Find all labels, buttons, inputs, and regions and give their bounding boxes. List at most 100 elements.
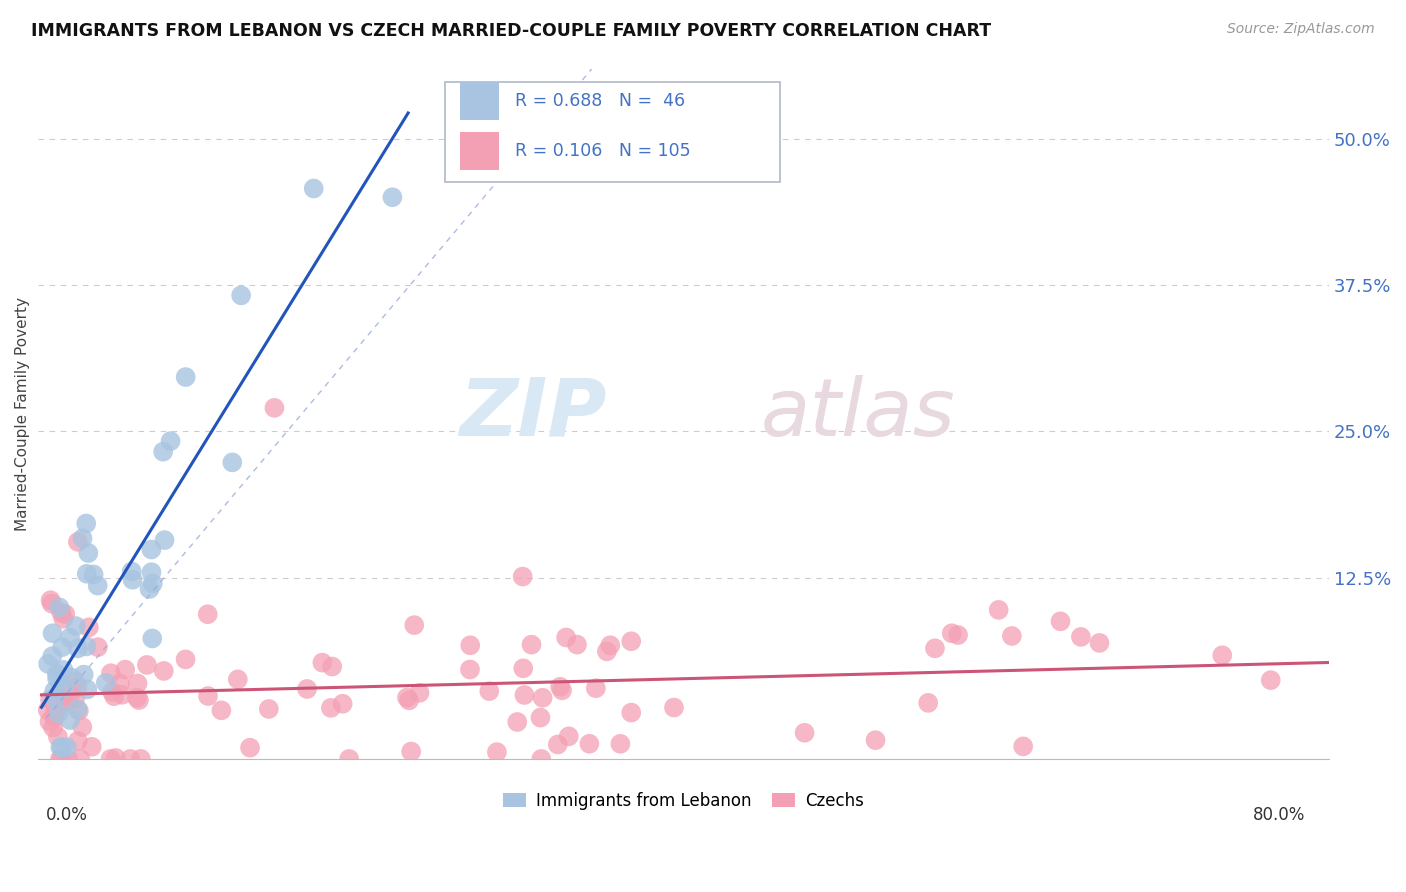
Point: [65, 619, 87, 633]
Point: [60, 671, 83, 685]
Point: [38, 714, 60, 729]
Point: [83, 567, 105, 582]
Point: [221, 455, 243, 469]
Point: [548, 680, 571, 694]
Point: [609, 737, 631, 751]
Point: [793, 725, 815, 739]
Point: [51, 740, 73, 755]
Point: [141, 542, 163, 557]
Point: [66, 702, 89, 716]
Point: [152, 664, 174, 678]
Point: [103, 690, 125, 704]
Point: [599, 638, 621, 652]
Point: [51, 752, 73, 766]
Point: [51, 606, 73, 620]
Point: [127, 676, 149, 690]
Point: [73, 667, 96, 681]
Text: 0.0%: 0.0%: [46, 805, 89, 823]
Point: [239, 740, 262, 755]
Point: [53, 681, 76, 696]
Point: [513, 688, 536, 702]
Point: [52, 663, 75, 677]
Point: [142, 576, 165, 591]
Point: [128, 693, 150, 707]
Point: [44, 698, 66, 713]
Point: [138, 582, 160, 596]
Point: [49, 691, 72, 706]
Point: [94, 676, 117, 690]
Point: [141, 632, 163, 646]
Point: [39, 692, 62, 706]
Point: [80, 739, 103, 754]
Point: [120, 752, 142, 766]
Point: [37, 703, 59, 717]
Point: [485, 745, 508, 759]
FancyBboxPatch shape: [444, 82, 780, 183]
Point: [311, 656, 333, 670]
Point: [865, 733, 887, 747]
Point: [332, 697, 354, 711]
Point: [46, 730, 69, 744]
Point: [121, 565, 143, 579]
Point: [941, 626, 963, 640]
Point: [152, 444, 174, 458]
Legend: Immigrants from Lebanon, Czechs: Immigrants from Lebanon, Czechs: [496, 785, 870, 816]
Point: [72, 532, 94, 546]
Point: [52, 612, 75, 626]
Point: [86, 578, 108, 592]
Point: [51, 640, 73, 655]
Point: [46, 672, 69, 686]
Point: [946, 628, 969, 642]
Text: Source: ZipAtlas.com: Source: ZipAtlas.com: [1227, 22, 1375, 37]
Point: [1001, 629, 1024, 643]
Point: [49, 740, 72, 755]
Point: [37, 657, 59, 671]
Point: [66, 734, 89, 748]
Point: [229, 288, 252, 302]
Point: [100, 666, 122, 681]
Point: [63, 674, 86, 689]
Point: [1260, 673, 1282, 687]
Point: [77, 546, 100, 560]
Point: [66, 641, 89, 656]
Point: [596, 644, 619, 658]
Point: [197, 607, 219, 622]
Point: [530, 752, 553, 766]
Point: [51, 697, 73, 711]
Point: [917, 696, 939, 710]
Point: [395, 690, 418, 705]
Text: 80.0%: 80.0%: [1253, 805, 1305, 823]
Point: [56, 740, 79, 755]
Point: [398, 693, 420, 707]
Point: [512, 661, 534, 675]
Point: [585, 681, 607, 696]
Point: [319, 701, 342, 715]
Point: [59, 713, 82, 727]
Point: [321, 659, 343, 673]
Text: R = 0.688   N =  46: R = 0.688 N = 46: [515, 93, 685, 111]
Point: [381, 190, 404, 204]
Point: [337, 752, 360, 766]
Point: [44, 710, 66, 724]
Point: [1088, 636, 1111, 650]
Point: [55, 681, 77, 696]
Point: [59, 689, 82, 703]
Point: [558, 730, 581, 744]
Point: [66, 681, 89, 695]
Point: [87, 640, 110, 654]
Point: [45, 666, 67, 681]
Point: [67, 704, 90, 718]
Point: [121, 573, 143, 587]
Text: ZIP: ZIP: [458, 375, 606, 453]
Point: [520, 638, 543, 652]
Point: [77, 620, 100, 634]
Point: [257, 702, 280, 716]
Point: [63, 691, 86, 706]
Point: [987, 603, 1010, 617]
Point: [547, 738, 569, 752]
Point: [44, 684, 66, 698]
Point: [531, 690, 554, 705]
Point: [66, 534, 89, 549]
Text: IMMIGRANTS FROM LEBANON VS CZECH MARRIED-COUPLE FAMILY POVERTY CORRELATION CHART: IMMIGRANTS FROM LEBANON VS CZECH MARRIED…: [31, 22, 991, 40]
Point: [41, 649, 63, 664]
